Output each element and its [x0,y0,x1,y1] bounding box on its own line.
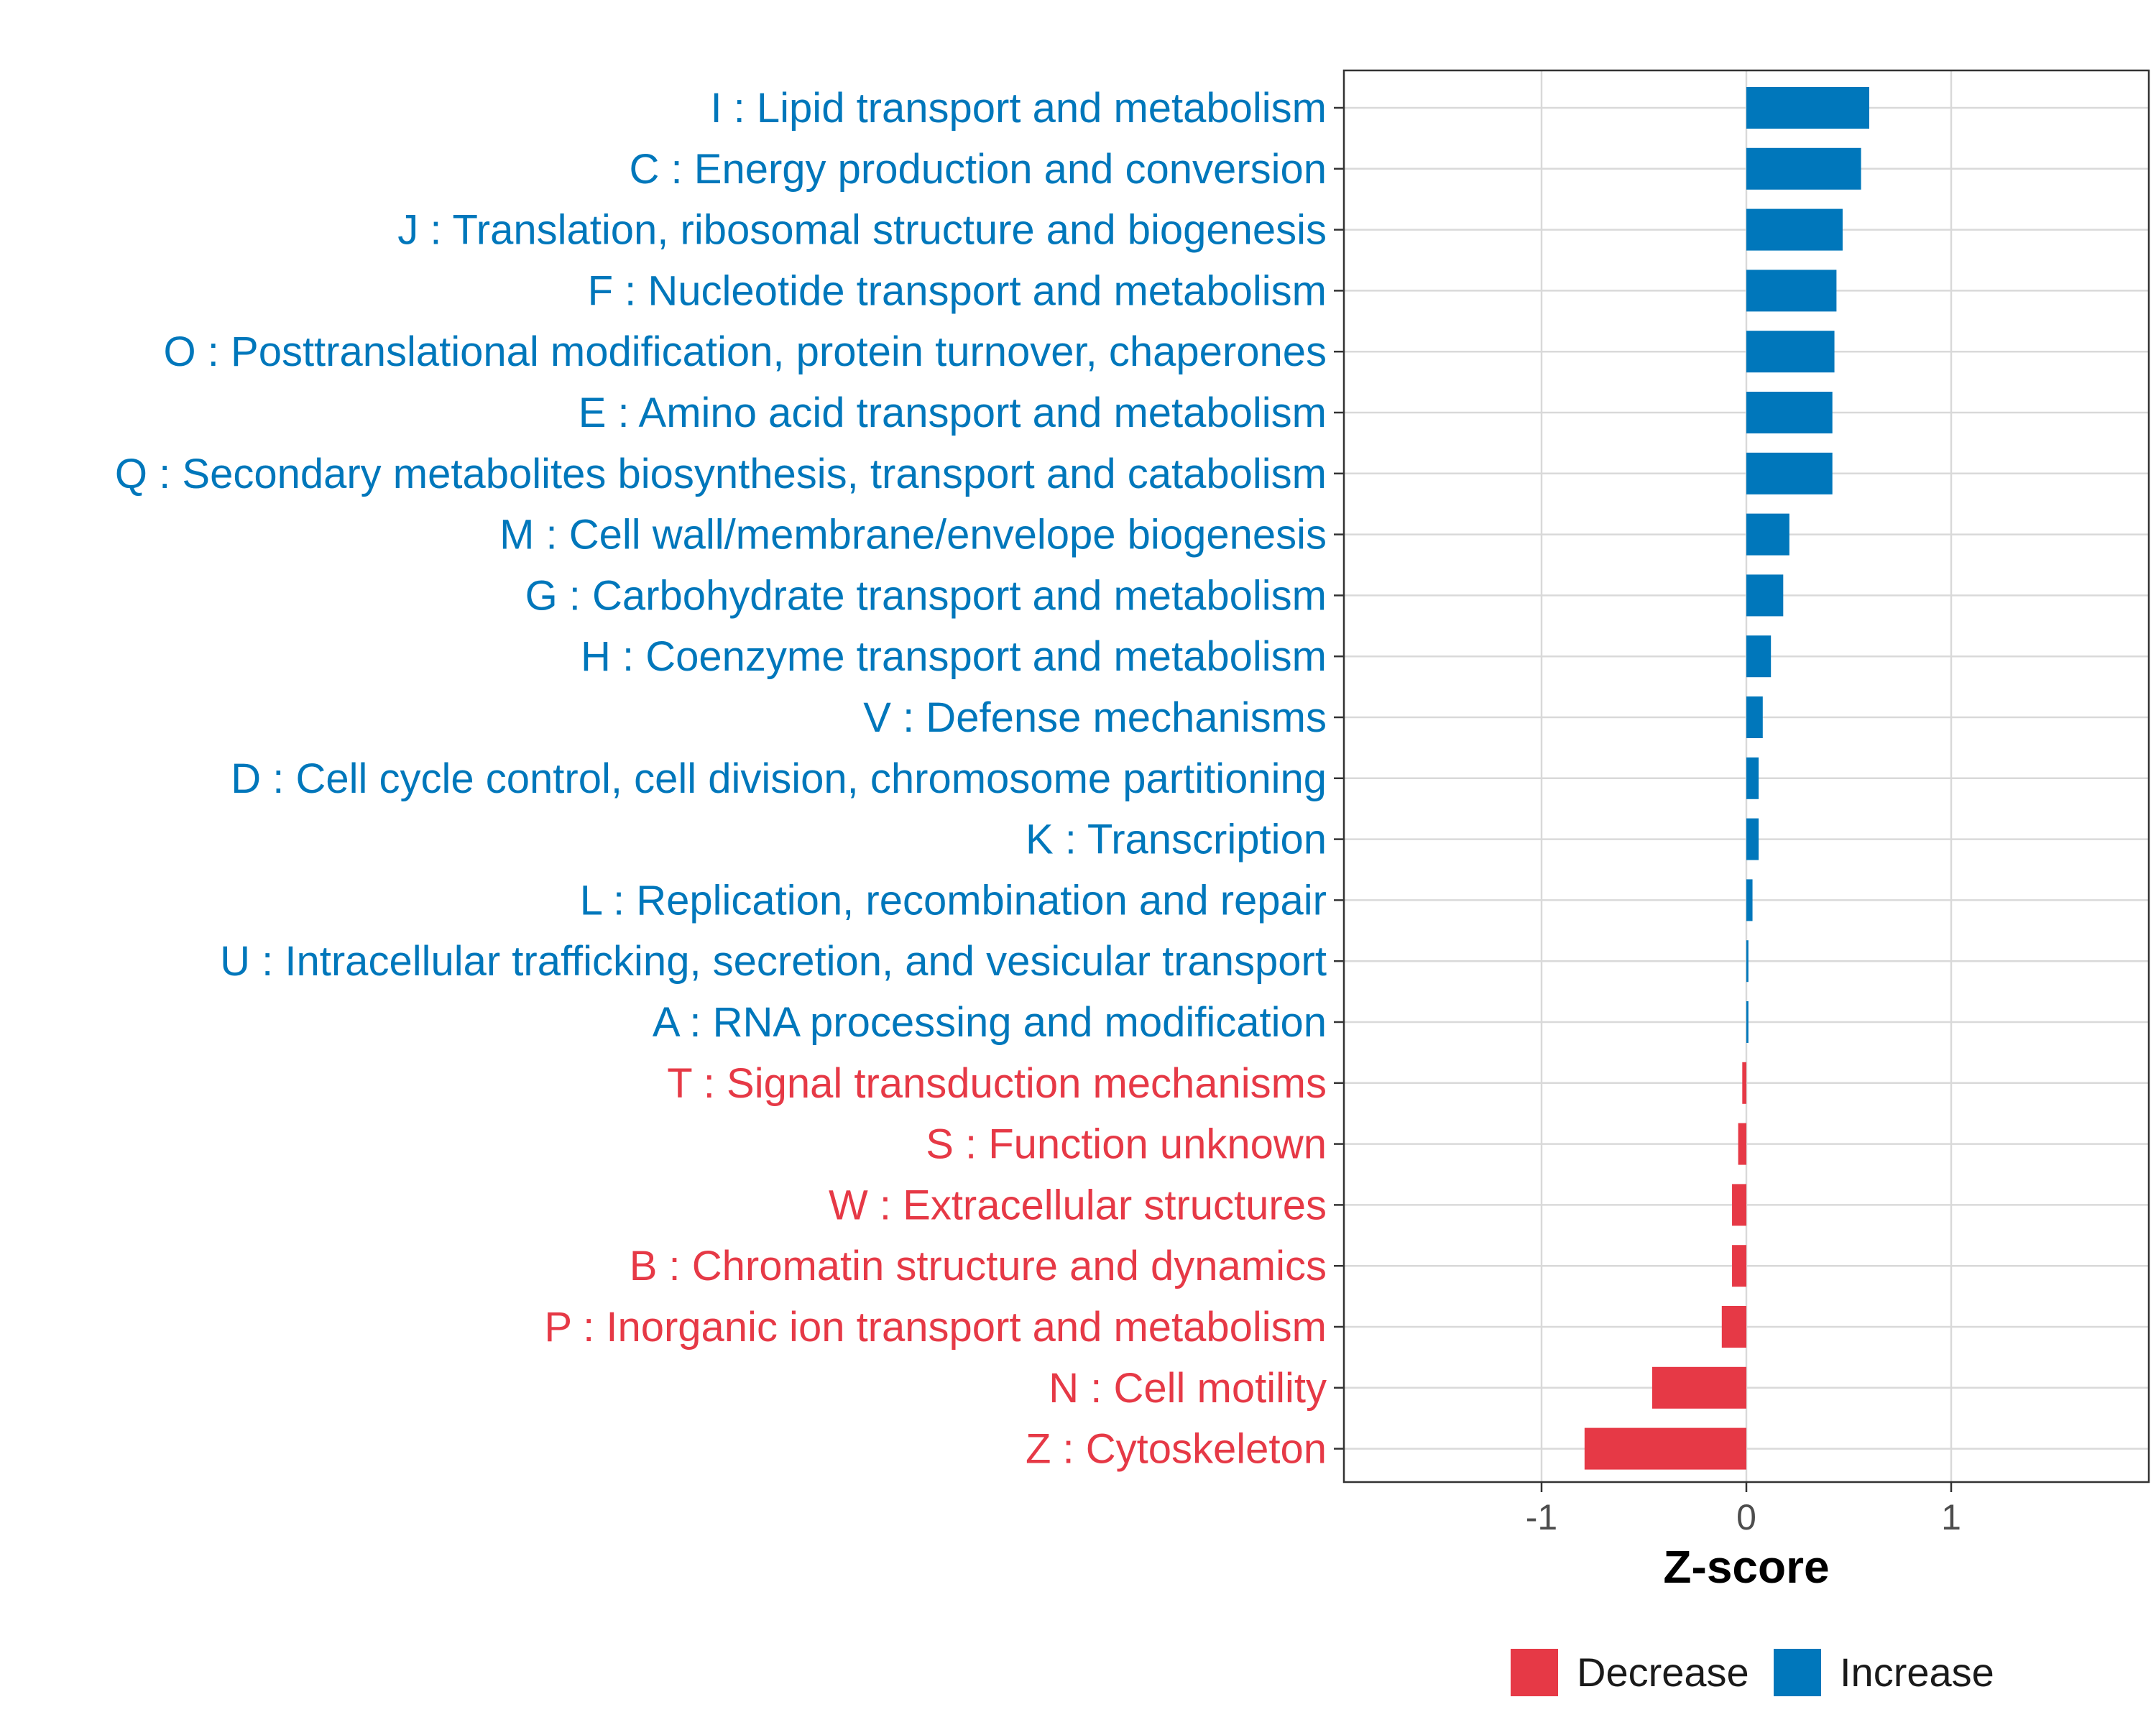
legend-swatch-decrease [1511,1649,1558,1696]
bar-v [1746,696,1763,738]
bar-d [1746,757,1759,799]
legend-label-decrease: Decrease [1577,1650,1749,1695]
category-label: F : Nucleotide transport and metabolism [588,267,1327,314]
x-tick-label: 1 [1941,1497,1961,1537]
category-label: A : RNA processing and modification [653,999,1327,1046]
category-label: C : Energy production and conversion [630,146,1327,193]
bar-l [1746,879,1753,921]
category-label: J : Translation, ribosomal structure and… [397,207,1327,254]
bar-b [1732,1245,1746,1287]
category-label: W : Extracellular structures [829,1182,1327,1228]
bar-h [1746,635,1772,678]
legend-swatch-increase [1774,1649,1821,1696]
bar-c [1746,147,1861,190]
bar-t [1742,1062,1746,1104]
category-label: N : Cell motility [1049,1365,1327,1412]
bar-f [1746,270,1837,312]
bar-g [1746,574,1784,617]
bar-n [1651,1366,1746,1409]
bar-k [1746,818,1759,860]
category-label: E : Amino acid transport and metabolism [579,390,1327,436]
category-label: P : Inorganic ion transport and metaboli… [544,1304,1327,1351]
bar-j [1746,208,1843,251]
category-label: M : Cell wall/membrane/envelope biogenes… [499,512,1327,558]
category-label: V : Defense mechanisms [863,694,1327,741]
bar-m [1746,513,1789,556]
category-label: U : Intracellular trafficking, secretion… [220,938,1327,985]
category-label: I : Lipid transport and metabolism [710,85,1327,132]
bar-q [1746,452,1833,494]
category-label: O : Posttranslational modification, prot… [164,328,1327,375]
category-label: Q : Secondary metabolites biosynthesis, … [115,451,1327,497]
category-label: T : Signal transduction mechanisms [667,1060,1327,1107]
bar-s [1738,1123,1746,1165]
category-label: B : Chromatin structure and dynamics [630,1243,1327,1289]
bar-i [1746,87,1869,129]
x-axis-title: Z-score [1663,1541,1829,1593]
bar-u [1746,940,1749,983]
category-label: Z : Cytoskeleton [1026,1426,1327,1473]
category-label: S : Function unknown [926,1121,1327,1168]
bar-o [1746,331,1835,373]
x-tick-label: -1 [1526,1497,1557,1537]
bar-z [1584,1427,1746,1470]
category-label: H : Coenzyme transport and metabolism [581,633,1327,680]
legend-label-increase: Increase [1840,1650,1994,1695]
category-label: L : Replication, recombination and repai… [580,877,1327,924]
x-tick-label: 0 [1736,1497,1756,1537]
bar-e [1746,392,1833,433]
category-label: G : Carbohydrate transport and metabolis… [525,572,1327,619]
bar-p [1721,1306,1746,1348]
bar-w [1732,1184,1746,1226]
category-label: D : Cell cycle control, cell division, c… [231,755,1327,802]
bar-a [1746,1001,1749,1043]
category-label: K : Transcription [1026,816,1327,863]
